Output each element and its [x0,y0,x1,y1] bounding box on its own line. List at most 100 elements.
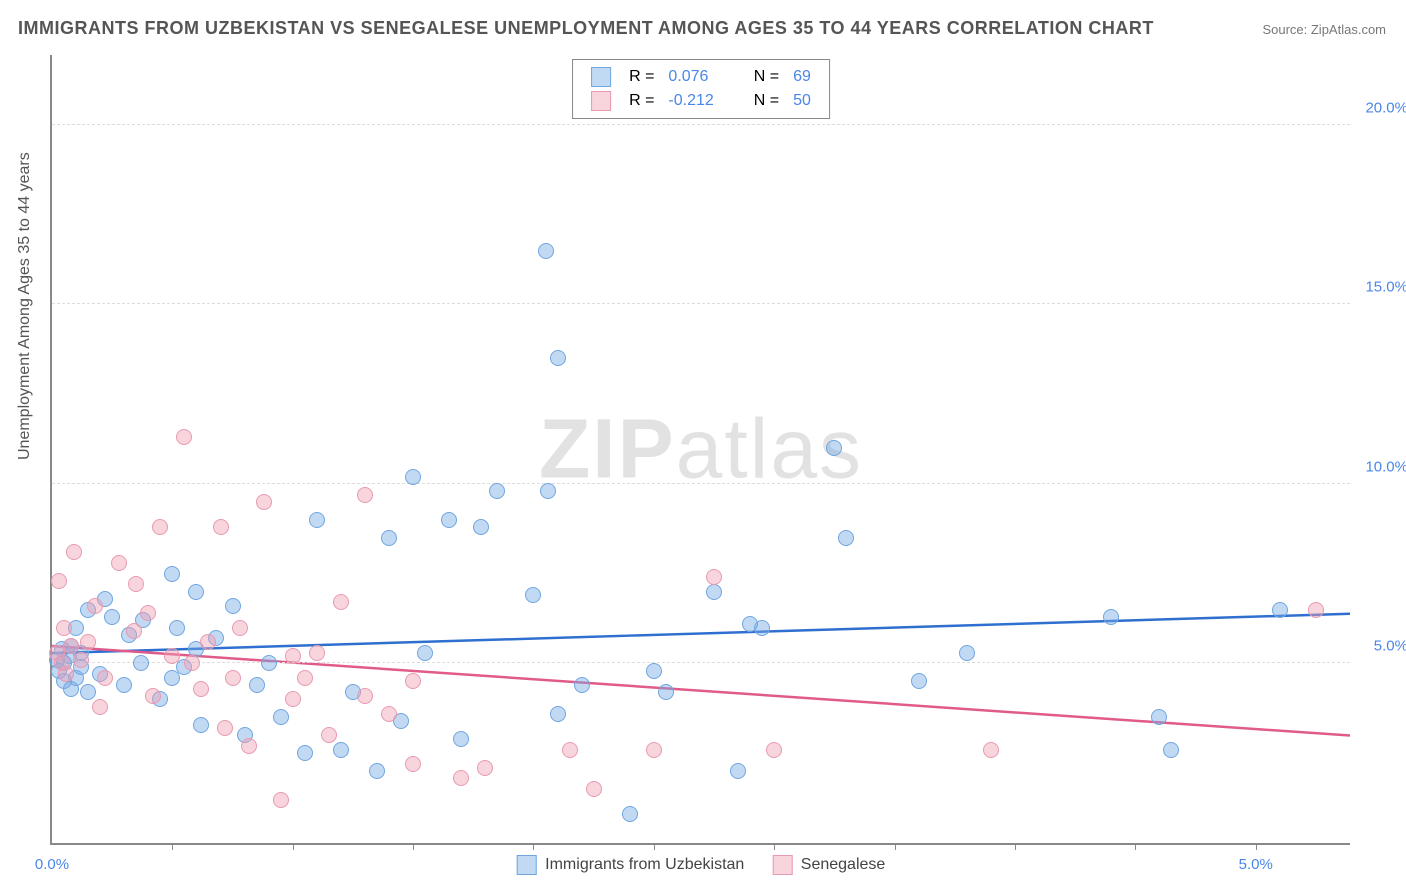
data-point [51,573,67,589]
data-point [405,469,421,485]
legend-bottom: Immigrants from Uzbekistan Senegalese [503,855,900,875]
x-tick-mark [1135,843,1136,850]
data-point [97,670,113,686]
legend-r-label: R = [623,66,660,88]
data-point [213,519,229,535]
data-point [646,663,662,679]
data-point [489,483,505,499]
data-point [453,770,469,786]
data-point [58,666,74,682]
data-point [405,756,421,772]
data-point [188,584,204,600]
y-tick-label: 5.0% [1374,638,1406,655]
data-point [140,605,156,621]
data-point [256,494,272,510]
data-point [550,706,566,722]
legend-item: Senegalese [772,856,885,873]
data-point [357,688,373,704]
y-tick-label: 20.0% [1365,99,1406,116]
gridline [52,124,1350,125]
data-point [193,717,209,733]
data-point [261,655,277,671]
y-axis-label: Unemployment Among Ages 35 to 44 years [16,152,34,460]
x-tick-mark [533,843,534,850]
watermark-bold: ZIP [539,402,676,496]
x-tick-mark [1256,843,1257,850]
data-point [754,620,770,636]
x-tick-mark [413,843,414,850]
legend-n-value: 69 [787,66,817,88]
chart-title: IMMIGRANTS FROM UZBEKISTAN VS SENEGALESE… [18,18,1154,39]
legend-n-label: N = [748,90,785,112]
data-point [983,742,999,758]
data-point [838,530,854,546]
data-point [56,620,72,636]
data-point [273,709,289,725]
legend-series-name: Immigrants from Uzbekistan [545,856,744,873]
data-point [381,706,397,722]
data-point [116,677,132,693]
trend-lines-svg [52,55,1350,843]
data-point [285,648,301,664]
legend-r-value: 0.076 [662,66,719,88]
x-tick-mark [654,843,655,850]
y-tick-label: 10.0% [1365,458,1406,475]
data-point [473,519,489,535]
legend-stats-row: R =0.076 N =69 [585,66,817,88]
data-point [80,684,96,700]
data-point [1308,602,1324,618]
data-point [1151,709,1167,725]
legend-r-label: R = [623,90,660,112]
data-point [550,350,566,366]
data-point [826,440,842,456]
legend-stats-box: R =0.076 N =69 R =-0.212 N =50 [572,59,830,119]
data-point [525,587,541,603]
data-point [538,243,554,259]
data-point [92,699,108,715]
data-point [285,691,301,707]
data-point [321,727,337,743]
data-point [126,623,142,639]
legend-swatch [517,855,537,875]
x-tick-label: 5.0% [1239,856,1273,873]
data-point [1163,742,1179,758]
x-tick-label: 0.0% [35,856,69,873]
legend-swatch [772,855,792,875]
gridline [52,303,1350,304]
data-point [297,745,313,761]
data-point [225,670,241,686]
data-point [309,512,325,528]
data-point [232,620,248,636]
data-point [164,648,180,664]
data-point [193,681,209,697]
x-tick-mark [172,843,173,850]
data-point [184,655,200,671]
data-point [333,594,349,610]
data-point [66,544,82,560]
data-point [540,483,556,499]
data-point [706,584,722,600]
data-point [249,677,265,693]
data-point [357,487,373,503]
scatter-plot: ZIPatlas R =0.076N =69R =-0.212N =50 Imm… [50,55,1350,845]
data-point [1103,609,1119,625]
legend-n-label: N = [748,66,785,88]
legend-stats-table: R =0.076 N =69 R =-0.212 N =50 [583,64,819,114]
data-point [622,806,638,822]
data-point [80,634,96,650]
trend-line [52,614,1350,653]
legend-n-value: 50 [787,90,817,112]
data-point [169,620,185,636]
data-point [217,720,233,736]
legend-series-name: Senegalese [801,856,886,873]
data-point [273,792,289,808]
data-point [164,566,180,582]
data-point [176,429,192,445]
legend-swatch [591,67,611,87]
data-point [586,781,602,797]
data-point [417,645,433,661]
legend-r-value: -0.212 [662,90,719,112]
legend-swatch [591,91,611,111]
data-point [646,742,662,758]
x-tick-mark [774,843,775,850]
